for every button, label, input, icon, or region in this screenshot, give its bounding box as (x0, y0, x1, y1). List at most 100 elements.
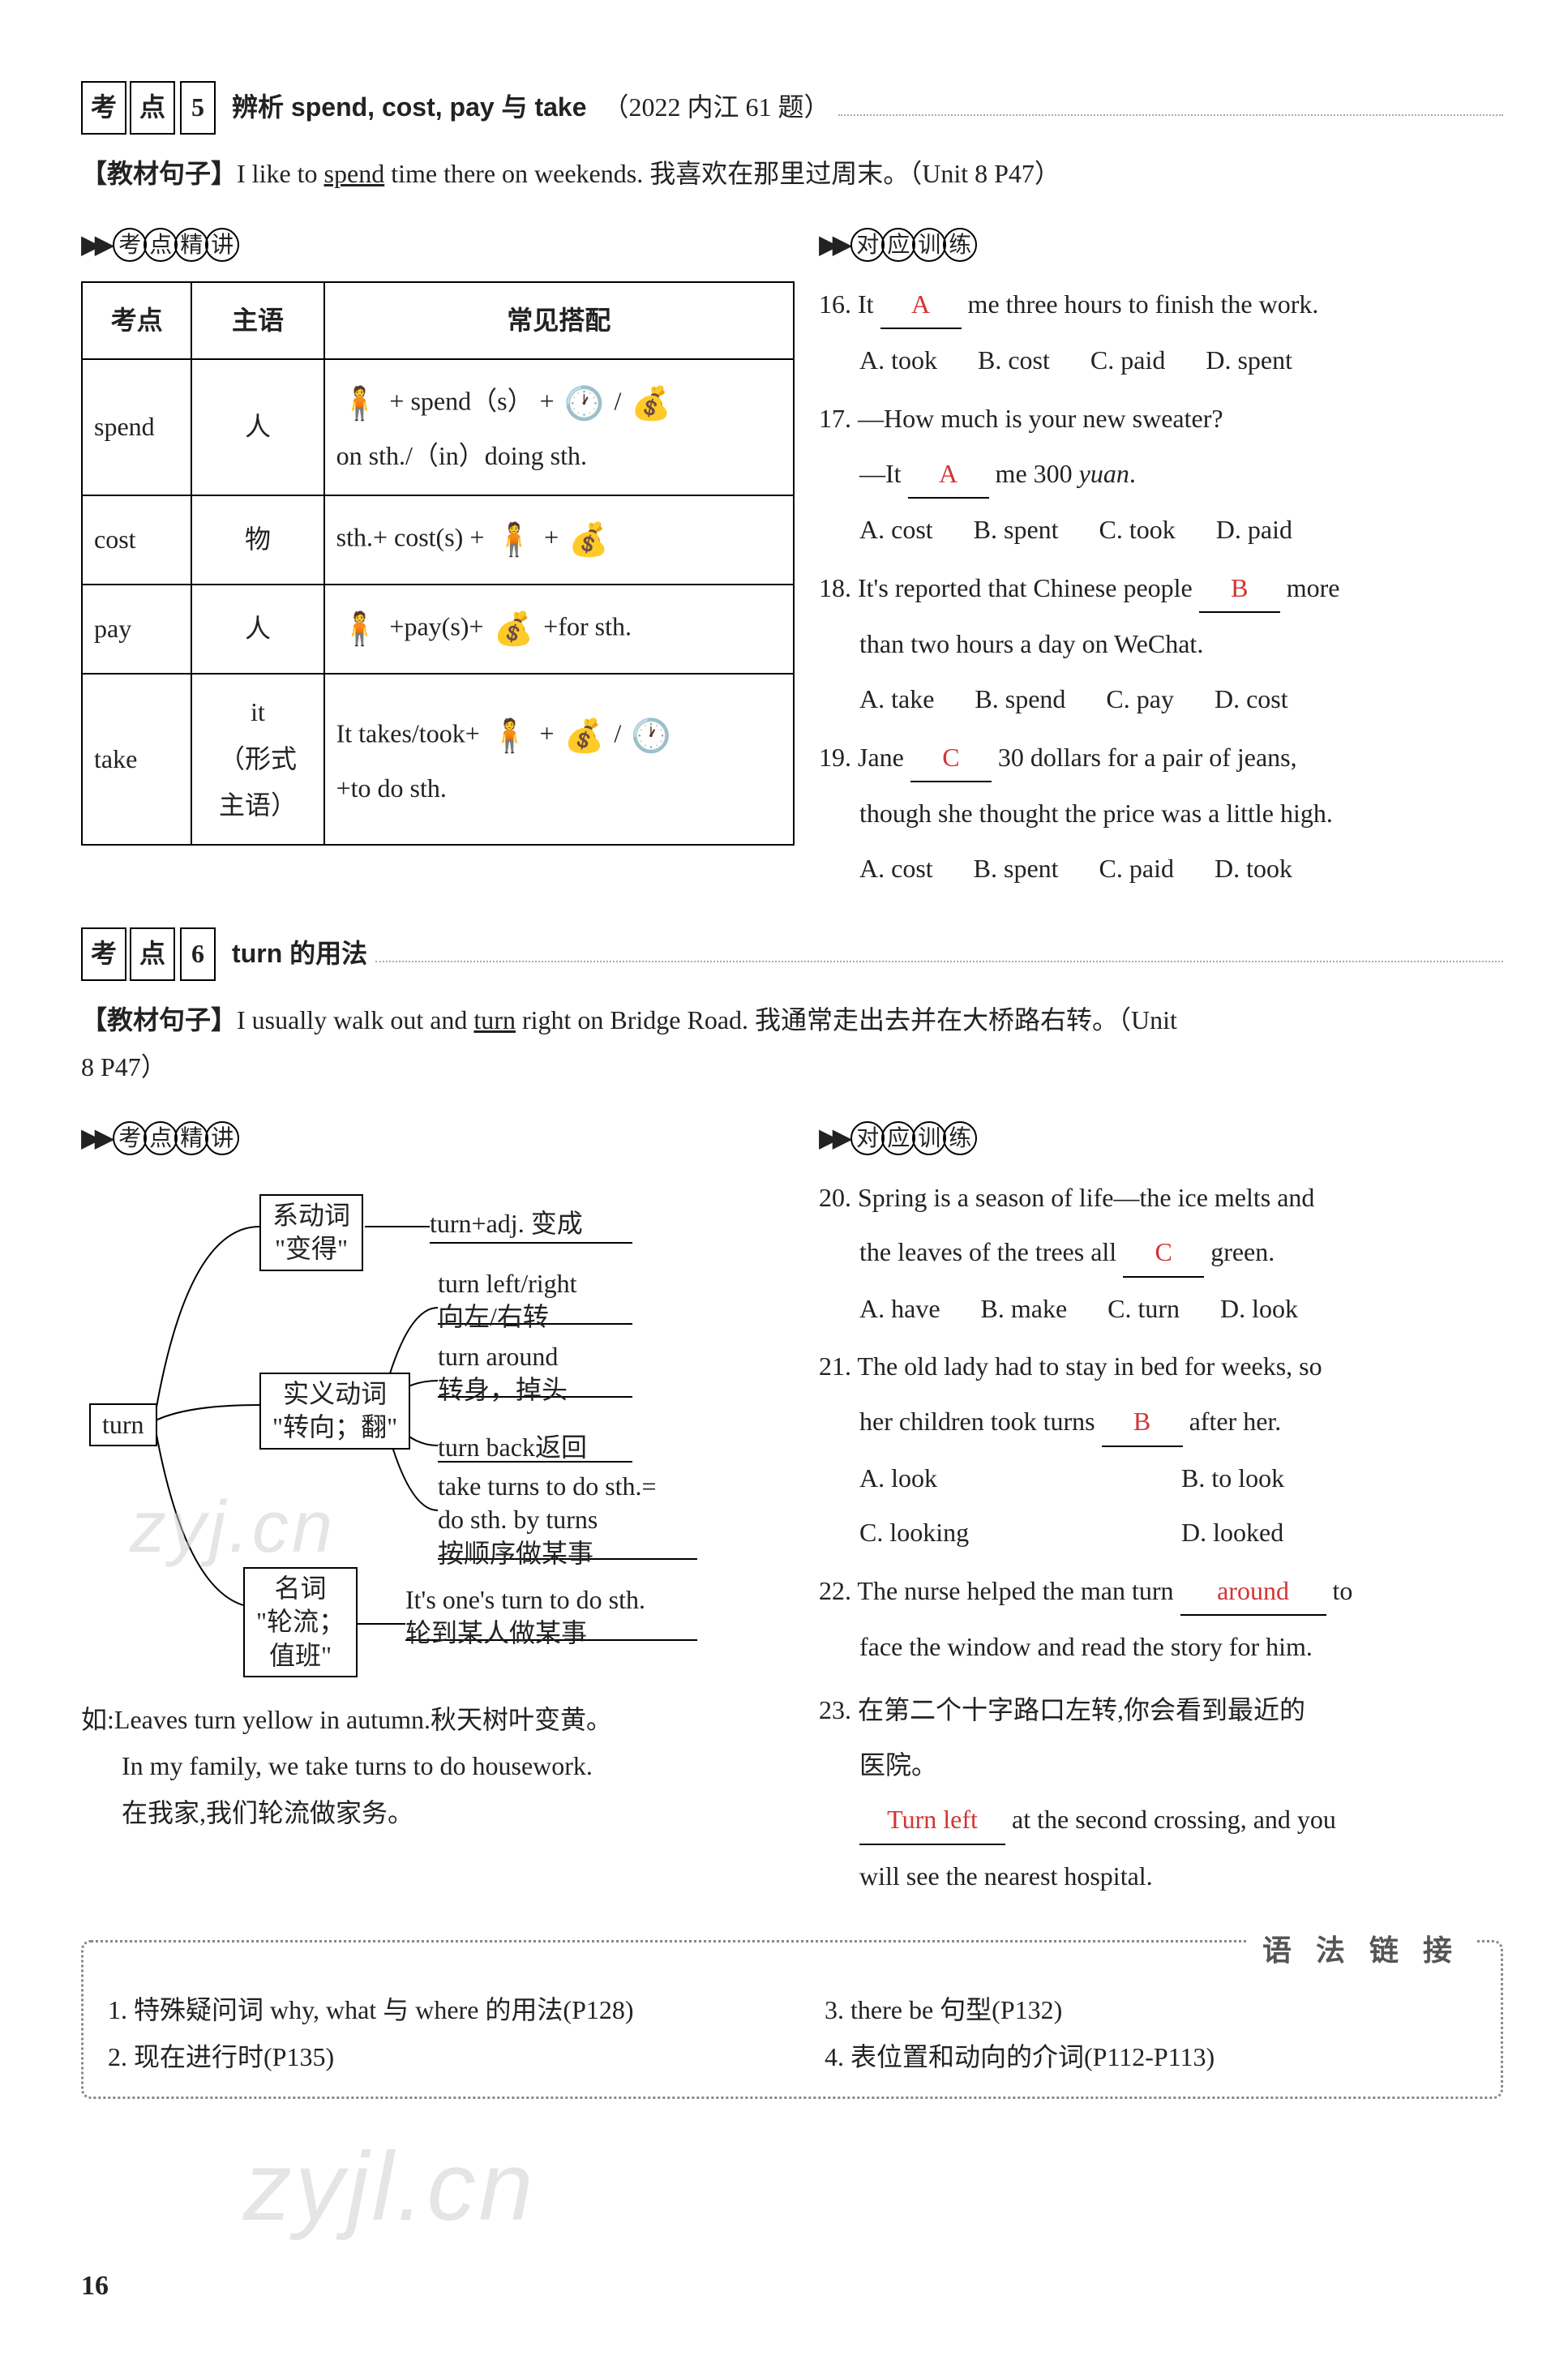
q20-l1: 20. Spring is a season of life—the ice m… (819, 1175, 1503, 1222)
kaodian6-header: 考 点 6 turn 的用法 (81, 927, 1503, 981)
xl6-c2: 应 (881, 1121, 915, 1155)
q18-b: B. spend (975, 676, 1065, 723)
jingjiang-header-6: ▶▶ 考 点 精 讲 (81, 1115, 795, 1162)
q18-options: A. take B. spend C. pay D. cost (859, 676, 1503, 723)
juzi6-pre: I usually walk out and (237, 1005, 473, 1034)
section5-right: ▶▶ 对 应 训 练 16. It A me three hours to fi… (819, 221, 1503, 903)
jj6-c2: 点 (144, 1121, 178, 1155)
section6-two-col: ▶▶ 考 点 精 讲 (81, 1115, 1503, 1908)
xl6-c1: 对 (850, 1121, 885, 1155)
r2c3: sth.+ cost(s) + 🧍 + 💰 (324, 495, 794, 585)
xunlian-header-6: ▶▶ 对 应 训 练 (819, 1115, 1503, 1162)
q17-d: D. paid (1216, 507, 1292, 554)
q23-l1: 23. 在第二个十字路口左转,你会看到最近的 (819, 1687, 1503, 1734)
q23-l2: 医院。 (859, 1742, 1503, 1789)
arrow-icon: ▶▶ (81, 1115, 108, 1162)
th-zhuyu: 主语 (191, 282, 323, 360)
q19: 19. Jane C 30 dollars for a pair of jean… (819, 735, 1503, 783)
q21-b: B. to look (1181, 1455, 1503, 1502)
r3c2: 人 (191, 585, 323, 674)
jj6-c4: 讲 (205, 1121, 239, 1155)
gl-i1: 1. 特殊疑问词 why, what 与 where 的用法(P128) (108, 1987, 760, 2034)
turn-n2: 实义动词 "转向；翻" (259, 1373, 410, 1450)
grammar-link-right: 3. there be 句型(P132) 4. 表位置和动向的介词(P112-P… (825, 1987, 1476, 2080)
q17-a: A. cost (859, 507, 933, 554)
example-l3: 在我家,我们轮流做家务。 (122, 1790, 795, 1837)
xl-c3: 训 (912, 228, 946, 262)
q18-l2: than two hours a day on WeChat. (859, 621, 1503, 668)
r1c1: spend (82, 359, 191, 495)
turn-n3-t: It's one's turn to do sth. 轮到某人做某事 (405, 1583, 645, 1651)
q18: 18. It's reported that Chinese people B … (819, 565, 1503, 614)
r1c2: 人 (191, 359, 323, 495)
turn-root: turn (89, 1403, 157, 1447)
q16-d: D. spent (1206, 337, 1292, 384)
turn-n2-t4: take turns to do sth.= do sth. by turns … (438, 1470, 657, 1571)
grammar-link-title: 语 法 链 接 (1246, 1925, 1476, 1977)
money-icon: 💰 (564, 707, 605, 765)
q21-a: A. look (859, 1455, 1181, 1502)
q21-options: A. look B. to look C. looking D. looked (859, 1455, 1503, 1557)
q23-blank: Turn left (859, 1797, 1005, 1845)
xl-c1: 对 (850, 228, 885, 262)
q18-d: D. cost (1215, 676, 1288, 723)
q20-b: B. make (981, 1286, 1068, 1333)
q21-blank: B (1102, 1398, 1183, 1447)
xl6-c3: 训 (912, 1121, 946, 1155)
jj-c3: 精 (174, 228, 208, 262)
person-icon: 🧍 (494, 511, 534, 569)
arrow-icon: ▶▶ (819, 1115, 846, 1162)
q17-c: C. took (1099, 507, 1176, 554)
r2c1: cost (82, 495, 191, 585)
q17-blank: A (908, 451, 989, 499)
q22-l1: 22. The nurse helped the man turn around… (819, 1568, 1503, 1617)
q21-l2: her children took turns B after her. (859, 1398, 1503, 1447)
r1c3: 🧍 + spend（s） + 🕐 / 💰 on sth./（in）doing s… (324, 359, 794, 495)
r3c3: 🧍 +pay(s)+ 💰 +for sth. (324, 585, 794, 674)
kaodian5-source: （2022 内江 61 题） (603, 84, 830, 131)
juzi5-label: 【教材句子】 (81, 159, 237, 188)
juzi5-pre: I like to (237, 159, 324, 188)
box-kao-6: 考 (81, 927, 126, 981)
q23-l4: will see the nearest hospital. (859, 1853, 1503, 1900)
money-icon: 💰 (568, 511, 609, 569)
q19-blank: C (910, 735, 992, 783)
money-icon: 💰 (493, 600, 533, 658)
turn-diagram: turn 系动词 "变得" turn+adj. 变成 实义动词 "转向；翻" t… (81, 1178, 778, 1681)
dotted-line (838, 100, 1503, 116)
section5-left: ▶▶ 考 点 精 讲 考点 主语 常见搭配 spend 人 🧍 + spend（… (81, 221, 795, 903)
turn-n2-t2: turn around 转身，掉头 (438, 1340, 568, 1407)
xl6-c4: 练 (943, 1121, 977, 1155)
kaodian6-title: turn 的用法 (232, 931, 367, 978)
xunlian-header-5: ▶▶ 对 应 训 练 (819, 221, 1503, 268)
th-dapei: 常见搭配 (324, 282, 794, 360)
clock-icon: 🕐 (631, 707, 671, 765)
juzi6-post: right on Bridge Road. 我通常走出去并在大桥路右转。（Uni… (516, 1005, 1177, 1034)
q19-options: A. cost B. spent C. paid D. took (859, 846, 1503, 893)
clock-icon: 🕐 (564, 375, 605, 433)
grammar-link-box: 语 法 链 接 1. 特殊疑问词 why, what 与 where 的用法(P… (81, 1940, 1503, 2099)
turn-n2-t1: turn left/right 向左/右转 (438, 1267, 577, 1334)
q22-blank: around (1180, 1568, 1326, 1617)
q20-a: A. have (859, 1286, 940, 1333)
turn-n3: 名词 "轮流； 值班" (243, 1567, 358, 1678)
q16-options: A. took B. cost C. paid D. spent (859, 337, 1503, 384)
example-l2: In my family, we take turns to do housew… (122, 1743, 795, 1790)
jj-c4: 讲 (205, 228, 239, 262)
arrow-icon: ▶▶ (81, 221, 108, 268)
section6-left: ▶▶ 考 点 精 讲 (81, 1115, 795, 1908)
q23-l3: Turn left at the second crossing, and yo… (859, 1797, 1503, 1845)
jj-c1: 考 (113, 228, 147, 262)
juzi6-label: 【教材句子】 (81, 1005, 237, 1034)
q16: 16. It A me three hours to finish the wo… (819, 281, 1503, 330)
person-icon: 🧍 (340, 600, 380, 658)
q18-blank: B (1199, 565, 1280, 614)
q16-blank: A (880, 281, 962, 330)
grammar-link-cols: 1. 特殊疑问词 why, what 与 where 的用法(P128) 2. … (108, 1987, 1476, 2080)
r4c2: it （形式 主语） (191, 674, 323, 845)
money-icon: 💰 (631, 375, 671, 433)
juzi6: 【教材句子】I usually walk out and turn right … (81, 997, 1503, 1090)
q20-options: A. have B. make C. turn D. look (859, 1286, 1503, 1333)
person-icon: 🧍 (340, 375, 380, 433)
q20-d: D. look (1220, 1286, 1298, 1333)
